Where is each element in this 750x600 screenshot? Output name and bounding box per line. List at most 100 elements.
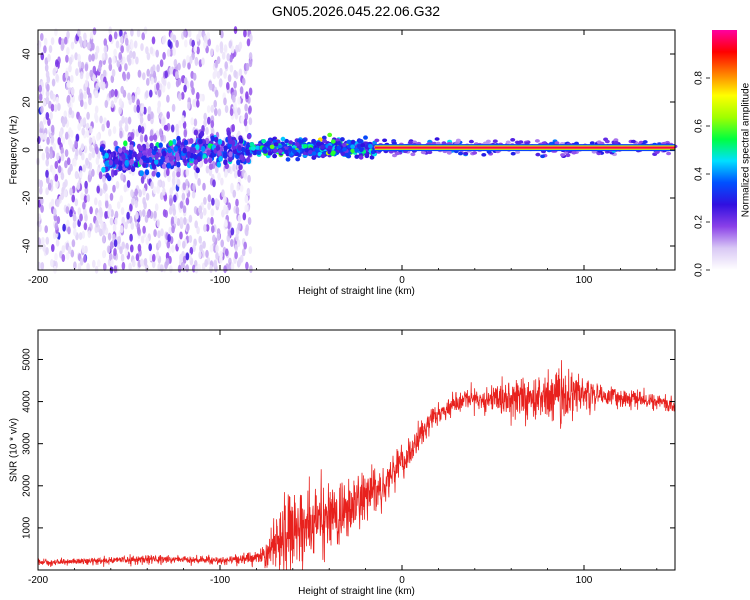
spectrogram-cell bbox=[180, 75, 185, 84]
spectrogram-cell bbox=[77, 122, 81, 131]
spectrogram-cell bbox=[65, 54, 69, 63]
spectrogram-cell bbox=[199, 130, 205, 137]
spectrogram-cell bbox=[138, 159, 144, 165]
spectrogram-cell bbox=[118, 160, 123, 167]
spectrogram-cell bbox=[589, 141, 595, 145]
spectrogram-cell bbox=[76, 182, 81, 190]
snr-panel: -200 -100 0 100 1000 2000 3000 4000 5000 Height… bbox=[9, 329, 676, 597]
spectrogram-cell bbox=[114, 89, 118, 97]
spectrogram-cell bbox=[215, 244, 219, 253]
spectrogram-cell bbox=[303, 144, 308, 149]
spectrogram-cell bbox=[112, 126, 117, 135]
spectrogram-cell bbox=[604, 139, 610, 144]
spectrogram-cell bbox=[161, 84, 166, 93]
spectrogram-cell bbox=[244, 204, 248, 213]
spectrogram-cell bbox=[227, 221, 231, 230]
spectrogram-cell bbox=[211, 225, 215, 234]
spectrogram-cell bbox=[515, 150, 521, 154]
spectrogram-cell bbox=[38, 84, 42, 93]
spectrogram-cell bbox=[43, 37, 48, 46]
spectrogram-cell bbox=[181, 192, 186, 201]
spectrogram-cell bbox=[161, 180, 166, 189]
spectrogram-cell bbox=[52, 142, 56, 151]
spectrogram-cell bbox=[54, 161, 59, 169]
spectrogram-cell bbox=[89, 206, 93, 215]
spectrogram-cell bbox=[57, 165, 62, 174]
spectrogram-cell bbox=[119, 35, 124, 44]
spectrogram-cell bbox=[179, 231, 183, 240]
spectrogram-cell bbox=[79, 170, 83, 179]
spectrogram-cell bbox=[248, 117, 253, 126]
spectrogram-cell bbox=[273, 142, 279, 147]
spectrogram-cell bbox=[55, 59, 59, 68]
spectrogram-cell bbox=[203, 196, 207, 205]
spectrogram-cell bbox=[81, 230, 86, 239]
spectrogram-cell bbox=[213, 99, 217, 108]
spectrogram-cell bbox=[172, 47, 176, 56]
spectrogram-cell bbox=[241, 248, 246, 257]
spectrogram-cell bbox=[172, 207, 177, 216]
spectrogram-cell bbox=[171, 244, 175, 253]
spectrogram-cell bbox=[79, 213, 83, 222]
spectrogram-cell bbox=[185, 264, 189, 273]
spectrogram-cell bbox=[183, 84, 187, 93]
spectrogram-cell bbox=[171, 225, 175, 234]
spectrogram-cell bbox=[123, 140, 128, 147]
spectrogram-cell bbox=[358, 147, 364, 152]
spectrogram-cell bbox=[196, 226, 200, 235]
spectrogram-cell bbox=[190, 117, 194, 126]
spectrogram-cell bbox=[139, 145, 144, 152]
spectrogram-cell bbox=[346, 139, 352, 144]
spectrogram-cell bbox=[167, 234, 171, 242]
spectrogram-cell bbox=[331, 150, 336, 155]
spectrogram-cell bbox=[152, 253, 156, 262]
spectrogram-cell bbox=[187, 101, 191, 110]
spectrogram-cell bbox=[342, 147, 347, 152]
spectrogram-cell bbox=[223, 265, 227, 274]
spectrogram-cell bbox=[211, 197, 215, 206]
spectrogram-cell bbox=[243, 172, 248, 181]
spectrogram-cell bbox=[212, 179, 216, 188]
spectrogram-cell bbox=[261, 139, 267, 144]
spectrogram-cell bbox=[210, 135, 215, 142]
spectrogram-cell bbox=[221, 51, 226, 60]
spectrogram-cell bbox=[96, 133, 100, 142]
spectrogram-cell bbox=[153, 210, 157, 219]
spectrogram-cell bbox=[135, 211, 139, 220]
spectrogram-cell bbox=[214, 89, 219, 98]
spectrogram-cell bbox=[327, 145, 333, 150]
spectrogram-cell bbox=[463, 151, 469, 156]
spectrogram-cell bbox=[124, 63, 128, 72]
spectrogram-cell bbox=[167, 39, 172, 48]
spectrogram-cell bbox=[184, 39, 188, 48]
spectrogram-cell bbox=[231, 124, 235, 132]
spectrogram-cell bbox=[186, 151, 192, 158]
spectrogram-cell bbox=[117, 147, 123, 154]
spectrogram-cell bbox=[77, 28, 81, 37]
spectrogram-cell bbox=[177, 62, 181, 71]
spectrogram-cell bbox=[224, 169, 228, 178]
spectrogram-cell bbox=[245, 62, 250, 71]
x-tick-label: -100 bbox=[210, 575, 230, 586]
spectrogram-cell bbox=[226, 82, 230, 90]
spectrogram-cell bbox=[177, 264, 182, 273]
spectrogram-cell bbox=[86, 194, 91, 203]
spectrogram-cell bbox=[458, 151, 463, 156]
spectrogram-cell bbox=[267, 151, 273, 156]
spectrogram-cell bbox=[152, 134, 158, 141]
spectrogram-cell bbox=[188, 214, 193, 223]
spectrogram-cell bbox=[311, 138, 316, 144]
spectrogram-cell bbox=[140, 235, 145, 244]
spectrogram-cell bbox=[66, 80, 71, 89]
spectrogram-cell bbox=[613, 138, 619, 142]
spectrogram-cell bbox=[104, 100, 109, 108]
spectrogram-cell bbox=[121, 216, 125, 225]
spectrogram-cell bbox=[135, 129, 139, 137]
spectrogram-cell bbox=[229, 108, 234, 117]
spectrogram-cell bbox=[129, 233, 133, 242]
spectrogram-cell bbox=[110, 209, 114, 218]
spectrogram-cell bbox=[144, 169, 150, 176]
spectrogram-cell bbox=[64, 36, 68, 45]
spectrogram-cell bbox=[196, 99, 200, 108]
spectrogram-cell bbox=[157, 89, 162, 98]
